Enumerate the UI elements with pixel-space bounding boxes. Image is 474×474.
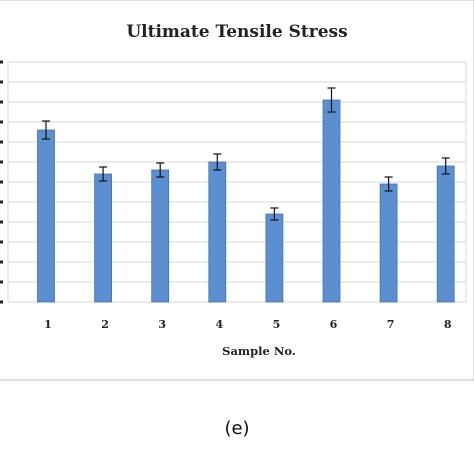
x-tick-labels: 1 2 3 4 5 6 7 8	[44, 318, 452, 331]
error-bars	[42, 87, 450, 221]
y-tick-mark	[0, 160, 3, 164]
y-tick-mark	[0, 180, 3, 184]
x-tick-label: 7	[387, 318, 395, 331]
x-tick-label: 8	[444, 318, 452, 331]
y-axis-ticks	[0, 60, 3, 304]
x-axis-label: Sample No.	[222, 344, 296, 358]
bar	[436, 165, 455, 303]
y-tick-mark	[0, 220, 3, 224]
plot-area	[7, 61, 467, 303]
y-tick-mark	[0, 100, 3, 104]
bar	[322, 99, 341, 303]
y-tick-mark	[0, 140, 3, 144]
y-tick-mark	[0, 200, 3, 204]
bar	[379, 183, 398, 303]
gridlines	[8, 81, 466, 283]
bar	[265, 213, 284, 303]
figure-caption: (e)	[224, 418, 250, 439]
y-tick-mark	[0, 80, 3, 84]
bar	[94, 173, 112, 303]
x-tick-label: 3	[158, 318, 166, 331]
bar	[37, 129, 55, 303]
x-tick-label: 4	[215, 318, 223, 331]
x-tick-label: 6	[330, 318, 338, 331]
bars	[37, 99, 455, 303]
chart-title: Ultimate Tensile Stress	[126, 22, 347, 42]
y-tick-mark	[0, 280, 3, 284]
y-tick-mark	[0, 260, 3, 264]
bar	[151, 169, 170, 303]
chart-border	[0, 0, 474, 381]
y-tick-mark	[0, 300, 3, 304]
y-tick-mark	[0, 120, 3, 124]
x-tick-label: 2	[101, 318, 109, 331]
y-tick-mark	[0, 240, 3, 244]
y-tick-mark	[0, 60, 3, 64]
x-tick-label: 1	[44, 318, 52, 331]
bar	[208, 161, 227, 303]
x-tick-label: 5	[273, 318, 281, 331]
